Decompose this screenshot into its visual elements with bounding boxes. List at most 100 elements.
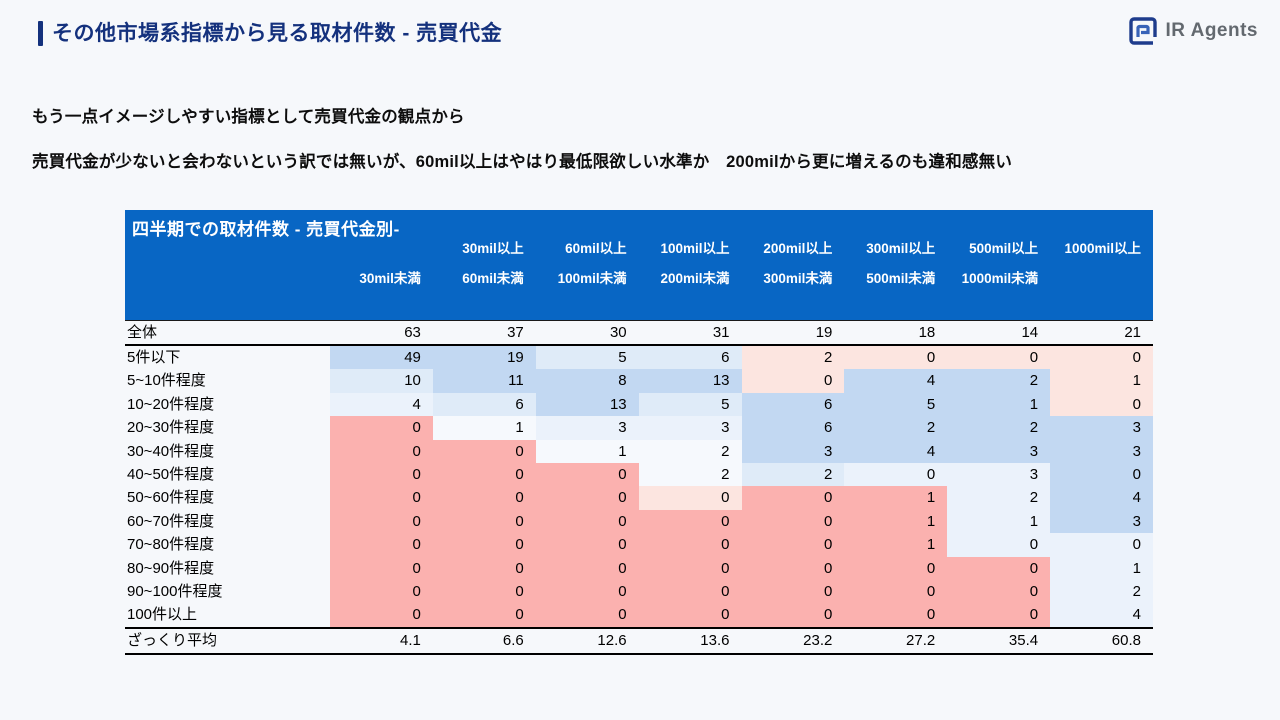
column-header-bottom-line: 30mil未満 [359, 271, 421, 286]
row-label: 90~100件程度 [127, 582, 223, 600]
table-row: 40~50件程度 0 0 0 2 2 0 3 0 [125, 462, 1153, 487]
table-cell: 0 [638, 509, 742, 534]
row-label: 60~70件程度 [127, 512, 215, 530]
column-header-top-line [330, 234, 421, 264]
total-cell: 14 [1021, 324, 1039, 341]
row-label: 5~10件程度 [127, 372, 206, 390]
column-header-bottom-line: 1000mil未満 [961, 271, 1039, 286]
table-cell: 0 [741, 486, 845, 510]
column-header-bottom-line [1050, 264, 1141, 294]
table-cell: 4 [844, 439, 948, 463]
table-cell: 0 [432, 486, 536, 510]
column-header-top-line: 1000mil以上 [1064, 241, 1141, 256]
table-cell: 0 [330, 439, 433, 463]
table-cell: 6 [432, 392, 536, 417]
table-cell: 0 [741, 556, 845, 580]
table-average-row: ざっくり平均 4.1 6.6 12.6 13.6 23.2 27.2 35.4 60.8 [125, 626, 1153, 655]
table-total-row: 全体 63 37 30 31 19 18 14 21 [125, 320, 1153, 346]
table-cell: 2 [947, 486, 1051, 510]
table-cell: 0 [638, 556, 742, 580]
table-cell: 5 [844, 392, 948, 417]
table-cell: 5 [535, 346, 639, 370]
table-column-headers: 30mil未満 30mil以上 60mil未満 60mil以上 100mil未満 100m… [125, 234, 1153, 294]
column-header-top-line: 200mil以上 [763, 241, 833, 256]
table-row: 70~80件程度 0 0 0 0 0 1 0 0 [125, 533, 1153, 557]
table-cell: 0 [844, 462, 948, 487]
table-cell: 0 [844, 603, 948, 627]
average-cell: 35.4 [1008, 631, 1039, 649]
table-cell: 0 [741, 509, 845, 534]
table-cell: 4 [1050, 603, 1153, 627]
table-cell: 0 [535, 509, 639, 534]
table-cell: 3 [741, 439, 845, 463]
total-cell: 21 [1124, 324, 1141, 341]
ir-agents-logo-icon [1128, 16, 1158, 46]
table-cell: 0 [638, 533, 742, 557]
table-cell: 1 [535, 439, 639, 463]
table-cell: 0 [432, 509, 536, 534]
table-cell: 4 [1050, 486, 1153, 510]
row-label: 5件以下 [127, 349, 181, 366]
table-row: 80~90件程度 0 0 0 0 0 0 0 1 [125, 556, 1153, 580]
column-header-top-line: 30mil以上 [462, 241, 524, 256]
table-row: 50~60件程度 0 0 0 0 0 1 2 4 [125, 486, 1153, 510]
total-cell: 30 [609, 324, 627, 341]
quarterly-interviews-by-trading-value-table: 四半期での取材件数 - 売買代金別- 30mil未満 30mil以上 60mil未満… [125, 210, 1153, 655]
average-cell: 27.2 [906, 631, 936, 649]
table-cell: 11 [432, 369, 536, 393]
table-cell: 0 [741, 579, 845, 604]
table-cell: 2 [947, 416, 1051, 440]
table-cell: 0 [432, 579, 536, 604]
table-cell: 1 [432, 416, 536, 440]
table-cell: 3 [638, 416, 742, 440]
table-cell: 0 [947, 556, 1051, 580]
average-cell: 12.6 [597, 631, 627, 649]
table-cell: 0 [947, 533, 1051, 557]
table-cell: 0 [638, 486, 742, 510]
body-text-line1: もう一点イメージしやすい指標として売買代金の観点から [32, 108, 465, 126]
logo: IR Agents [1128, 16, 1258, 46]
row-label: ざっくり平均 [127, 631, 218, 649]
average-cell: 60.8 [1111, 631, 1141, 649]
table-cell: 0 [432, 439, 536, 463]
row-label: 全体 [127, 324, 158, 341]
table-cell: 1 [947, 509, 1051, 534]
table-cell: 0 [741, 369, 845, 393]
row-label: 40~50件程度 [127, 465, 215, 483]
table-cell: 0 [330, 579, 433, 604]
table-cell: 0 [844, 346, 948, 370]
column-header-bottom-line: 300mil未満 [763, 271, 833, 286]
table-cell: 0 [432, 462, 536, 487]
table-cell: 2 [844, 416, 948, 440]
title-accent-bar [38, 21, 43, 46]
logo-text: IR Agents [1165, 20, 1258, 41]
table-cell: 3 [1050, 509, 1153, 534]
column-header-1: 30mil未満 [330, 234, 433, 294]
row-label: 100件以上 [127, 606, 198, 624]
table-cell: 0 [330, 486, 433, 510]
total-cell: 63 [404, 324, 421, 341]
table-cell: 0 [947, 603, 1051, 627]
table-cell: 0 [535, 556, 639, 580]
table-cell: 2 [741, 346, 845, 370]
table-cell: 6 [741, 392, 845, 417]
table-cell: 0 [330, 509, 433, 534]
table-row: 20~30件程度 0 1 3 3 6 2 2 3 [125, 416, 1153, 440]
table-cell: 0 [741, 533, 845, 557]
table-cell: 0 [638, 579, 742, 604]
column-header-bottom-line: 200mil未満 [660, 271, 730, 286]
row-label: 20~30件程度 [127, 419, 215, 437]
table-cell: 0 [330, 556, 433, 580]
column-header-top-line: 60mil以上 [565, 241, 627, 256]
table-cell: 2 [947, 369, 1051, 393]
table-header: 四半期での取材件数 - 売買代金別- 30mil未満 30mil以上 60mil未満… [125, 210, 1153, 320]
table-row: 100件以上 0 0 0 0 0 0 0 4 [125, 603, 1153, 627]
table-cell: 0 [1050, 392, 1153, 417]
table-cell: 0 [535, 603, 639, 627]
column-header-8: 1000mil以上 [1050, 234, 1153, 294]
table-cell: 1 [844, 509, 948, 534]
body-text-line2: 売買代金が少ないと会わないという訳では無いが、60mil以上はやはり最低限欲しい… [32, 153, 1013, 171]
table-cell: 5 [638, 392, 742, 417]
table-body: 5件以下 49 19 5 6 2 0 0 0 5~10件程度 10 11 8 13 0 4 2 1 10~20件程度… [125, 346, 1153, 627]
